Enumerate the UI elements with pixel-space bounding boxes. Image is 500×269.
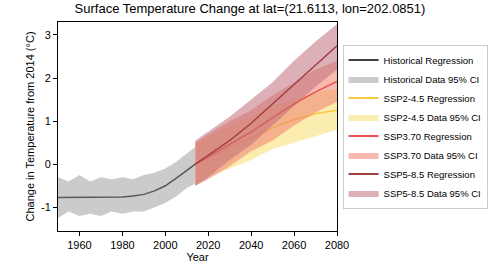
svg-text:2080: 2080 xyxy=(325,239,349,251)
svg-text:2: 2 xyxy=(45,72,51,84)
svg-text:Historical Data 95% CI: Historical Data 95% CI xyxy=(384,74,480,85)
svg-text:SSP3.70 Regression: SSP3.70 Regression xyxy=(384,131,472,142)
svg-text:Historical Regression: Historical Regression xyxy=(384,55,474,66)
svg-text:Change in Temperature from 201: Change in Temperature from 2014 (°C) xyxy=(24,31,36,221)
svg-text:1: 1 xyxy=(45,115,51,127)
svg-text:0: 0 xyxy=(45,158,51,170)
svg-text:2020: 2020 xyxy=(196,239,220,251)
svg-text:2040: 2040 xyxy=(239,239,263,251)
svg-text:-1: -1 xyxy=(41,201,51,213)
svg-text:Year: Year xyxy=(186,251,209,263)
svg-text:SSP2-4.5 Data 95% CI: SSP2-4.5 Data 95% CI xyxy=(384,112,481,123)
svg-text:SSP5-8.5 Data 95% CI: SSP5-8.5 Data 95% CI xyxy=(384,188,481,199)
svg-text:SSP5-8.5 Regression: SSP5-8.5 Regression xyxy=(384,169,475,180)
svg-text:1960: 1960 xyxy=(67,239,91,251)
svg-text:SSP3.70 Data 95% CI: SSP3.70 Data 95% CI xyxy=(384,150,478,161)
svg-text:2060: 2060 xyxy=(282,239,306,251)
svg-text:3: 3 xyxy=(45,29,51,41)
svg-text:1980: 1980 xyxy=(110,239,134,251)
svg-text:Surface Temperature Change at: Surface Temperature Change at lat=(21.61… xyxy=(75,1,426,16)
svg-text:SSP2-4.5 Regression: SSP2-4.5 Regression xyxy=(384,93,475,104)
svg-text:2000: 2000 xyxy=(153,239,177,251)
